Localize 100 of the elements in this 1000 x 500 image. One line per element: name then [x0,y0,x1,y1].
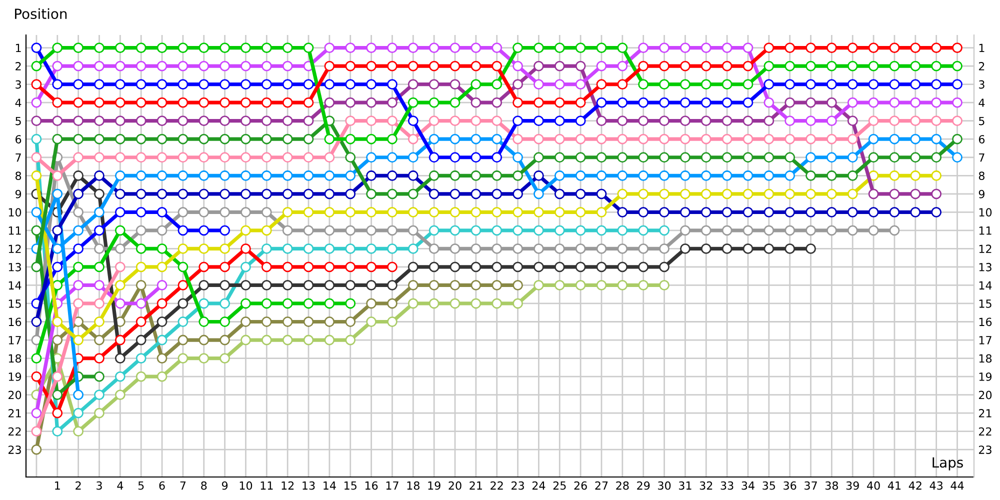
point [700,206,712,218]
point [722,206,732,218]
point [240,134,251,144]
point [303,262,314,272]
point [408,225,418,236]
point [512,225,523,236]
point [366,225,377,236]
point [596,188,607,200]
point [240,298,251,309]
point [387,188,398,200]
point [910,152,921,163]
point [596,152,607,163]
point [282,334,293,346]
point [680,206,690,218]
point [156,280,168,290]
point [722,42,732,53]
point [303,42,314,53]
point [73,152,84,163]
y-tick-label: 22 [8,427,21,436]
point [534,60,544,72]
point [73,206,84,218]
point [806,243,816,254]
point [324,170,335,181]
point [240,79,251,90]
point [94,353,104,364]
point [136,60,146,72]
point [470,262,482,272]
point [680,170,690,181]
point [387,170,398,181]
point [868,60,879,72]
point [114,170,126,181]
point [470,170,482,181]
point [387,116,398,126]
point [52,134,63,144]
point [889,42,900,53]
point [408,262,418,272]
point [303,134,314,144]
point [178,280,188,290]
point [387,243,398,254]
point [387,60,398,72]
point [178,170,188,181]
point [889,134,900,144]
point [114,188,126,200]
point [554,134,565,144]
y2-tick-label: 7 [979,153,984,162]
y2-tick-label: 12 [979,244,992,253]
point [114,97,126,108]
point [261,170,272,181]
point [470,188,482,200]
point [324,243,335,254]
point [261,97,272,108]
point [136,188,146,200]
point [847,206,858,218]
point [952,60,962,72]
point [261,280,272,290]
point [722,97,732,108]
point [324,298,335,309]
point [722,225,732,236]
point [868,152,879,163]
point [408,79,418,90]
point [303,152,314,163]
point [114,280,126,290]
point [345,60,356,72]
point [220,79,230,90]
y-tick-label: 16 [8,318,22,326]
point [428,42,440,53]
point [826,152,837,163]
point [470,225,482,236]
y2-tick-label: 23 [978,446,992,454]
point [492,79,502,90]
point [94,188,104,200]
point [680,188,690,200]
point [534,225,544,236]
point [784,225,796,236]
point [136,243,146,254]
point [136,97,146,108]
point [198,170,210,181]
point [324,97,335,108]
point [847,60,858,72]
point [136,280,146,290]
point [220,225,230,236]
point [261,188,272,200]
point [534,134,544,144]
point [52,316,63,327]
point [806,116,816,126]
point [806,79,816,90]
point [764,60,774,72]
point [617,134,628,144]
point [512,280,523,290]
y-tick-label: 19 [8,372,22,381]
point [617,42,628,53]
point [700,116,712,126]
point [366,243,377,254]
point [73,426,84,437]
y2-tick-label: 14 [979,281,992,290]
y2-tick-label: 6 [978,135,985,144]
point [94,390,104,400]
y-tick-label: 2 [16,62,21,70]
point [492,298,502,309]
point [282,134,293,144]
